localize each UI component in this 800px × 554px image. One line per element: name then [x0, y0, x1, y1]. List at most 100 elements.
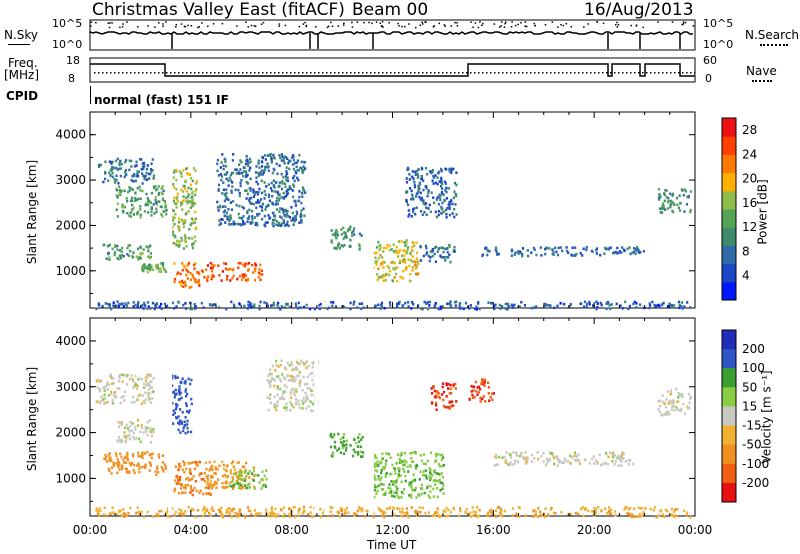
power-cell: [300, 209, 303, 212]
velocity-cell: [329, 434, 332, 437]
velocity-cell: [301, 406, 304, 410]
power-cell: [574, 254, 577, 257]
velocity-cell: [619, 457, 622, 460]
power-ylabel: Slant Range [km]: [25, 159, 40, 265]
velocity-cell: [670, 507, 673, 511]
power-cell: [271, 218, 275, 222]
velocity-cell: [149, 401, 153, 404]
velocity-cell: [275, 404, 278, 408]
velocity-cell: [189, 461, 192, 465]
velocity-cell: [287, 379, 290, 382]
velocity-cell: [140, 424, 143, 427]
power-cell: [259, 171, 262, 174]
velocity-cell: [297, 510, 300, 513]
power-cell: [227, 184, 230, 187]
velocity-cell: [668, 412, 671, 416]
velocity-cell: [298, 402, 301, 406]
power-cell: [165, 305, 168, 308]
velocity-cell: [265, 469, 268, 472]
velocity-cell: [107, 454, 110, 457]
power-cell: [119, 174, 122, 178]
power-cell: [221, 153, 224, 156]
velocity-cell: [444, 405, 447, 409]
velocity-cell: [374, 485, 377, 489]
power-cell: [284, 194, 288, 198]
velocity-cell: [388, 507, 391, 510]
nave-dot: [226, 72, 228, 74]
velocity-cell: [518, 454, 521, 458]
power-cell: [120, 250, 123, 253]
velocity-colorbar-swatch: [722, 368, 736, 388]
power-cell: [667, 200, 670, 203]
power-cell: [187, 209, 190, 213]
power-cell: [217, 189, 220, 192]
nave-dot: [526, 72, 528, 74]
velocity-cell: [340, 441, 343, 444]
power-cell: [415, 265, 418, 269]
velocity-cell: [96, 386, 99, 389]
velocity-cell: [413, 478, 417, 482]
velocity-cell: [124, 440, 127, 444]
velocity-cell: [548, 458, 551, 462]
power-cell: [628, 246, 631, 249]
velocity-cell: [146, 426, 149, 430]
power-cell: [143, 301, 146, 305]
velocity-cell: [118, 468, 121, 471]
power-cell: [172, 233, 175, 237]
power-cell: [180, 175, 183, 178]
nave-dot: [402, 72, 404, 74]
velocity-cell: [414, 465, 418, 468]
power-cell: [137, 170, 141, 174]
power-cell: [532, 246, 535, 250]
power-cell: [405, 199, 408, 203]
velocity-cell: [526, 456, 529, 460]
power-cell: [664, 189, 667, 192]
power-cell: [374, 256, 377, 259]
power-cell: [182, 222, 185, 225]
velocity-cell: [503, 509, 506, 513]
power-cell: [521, 247, 525, 250]
nave-dot: [250, 72, 252, 74]
velocity-cell: [657, 399, 660, 403]
velocity-cell: [282, 392, 285, 395]
velocity-cell: [178, 512, 181, 516]
power-cell: [411, 196, 414, 199]
velocity-cell: [454, 382, 457, 386]
velocity-cell: [679, 409, 682, 413]
power-cell: [418, 181, 421, 185]
power-cell: [251, 217, 254, 221]
velocity-cell: [347, 511, 350, 514]
velocity-cell: [145, 430, 148, 433]
power-cell: [231, 276, 234, 280]
power-cell: [343, 306, 346, 309]
velocity-cell: [380, 468, 383, 472]
power-cell: [223, 199, 226, 203]
velocity-cell: [411, 488, 414, 492]
power-cell: [136, 174, 139, 178]
power-cell: [398, 261, 401, 265]
velocity-cell: [554, 511, 557, 515]
velocity-cell: [541, 514, 544, 517]
power-cell: [409, 272, 412, 276]
power-cell: [340, 233, 343, 236]
velocity-cell: [268, 381, 271, 385]
nave-dot: [318, 72, 320, 74]
velocity-cell: [239, 473, 242, 477]
power-cell: [184, 212, 187, 216]
power-cell: [218, 223, 221, 227]
velocity-cell: [132, 380, 135, 383]
power-cell: [624, 300, 627, 304]
velocity-cell: [111, 382, 114, 385]
power-cell: [139, 189, 142, 192]
velocity-cell: [181, 377, 184, 380]
power-cell: [264, 193, 267, 197]
velocity-cell: [305, 360, 308, 363]
velocity-cell: [254, 473, 257, 477]
velocity-cell: [660, 413, 663, 417]
nave-dot: [638, 72, 640, 74]
power-cell: [405, 266, 408, 269]
power-cell: [238, 216, 241, 220]
velocity-cell: [275, 363, 278, 367]
power-cell: [120, 162, 123, 166]
nsearch-dot: [684, 21, 687, 24]
